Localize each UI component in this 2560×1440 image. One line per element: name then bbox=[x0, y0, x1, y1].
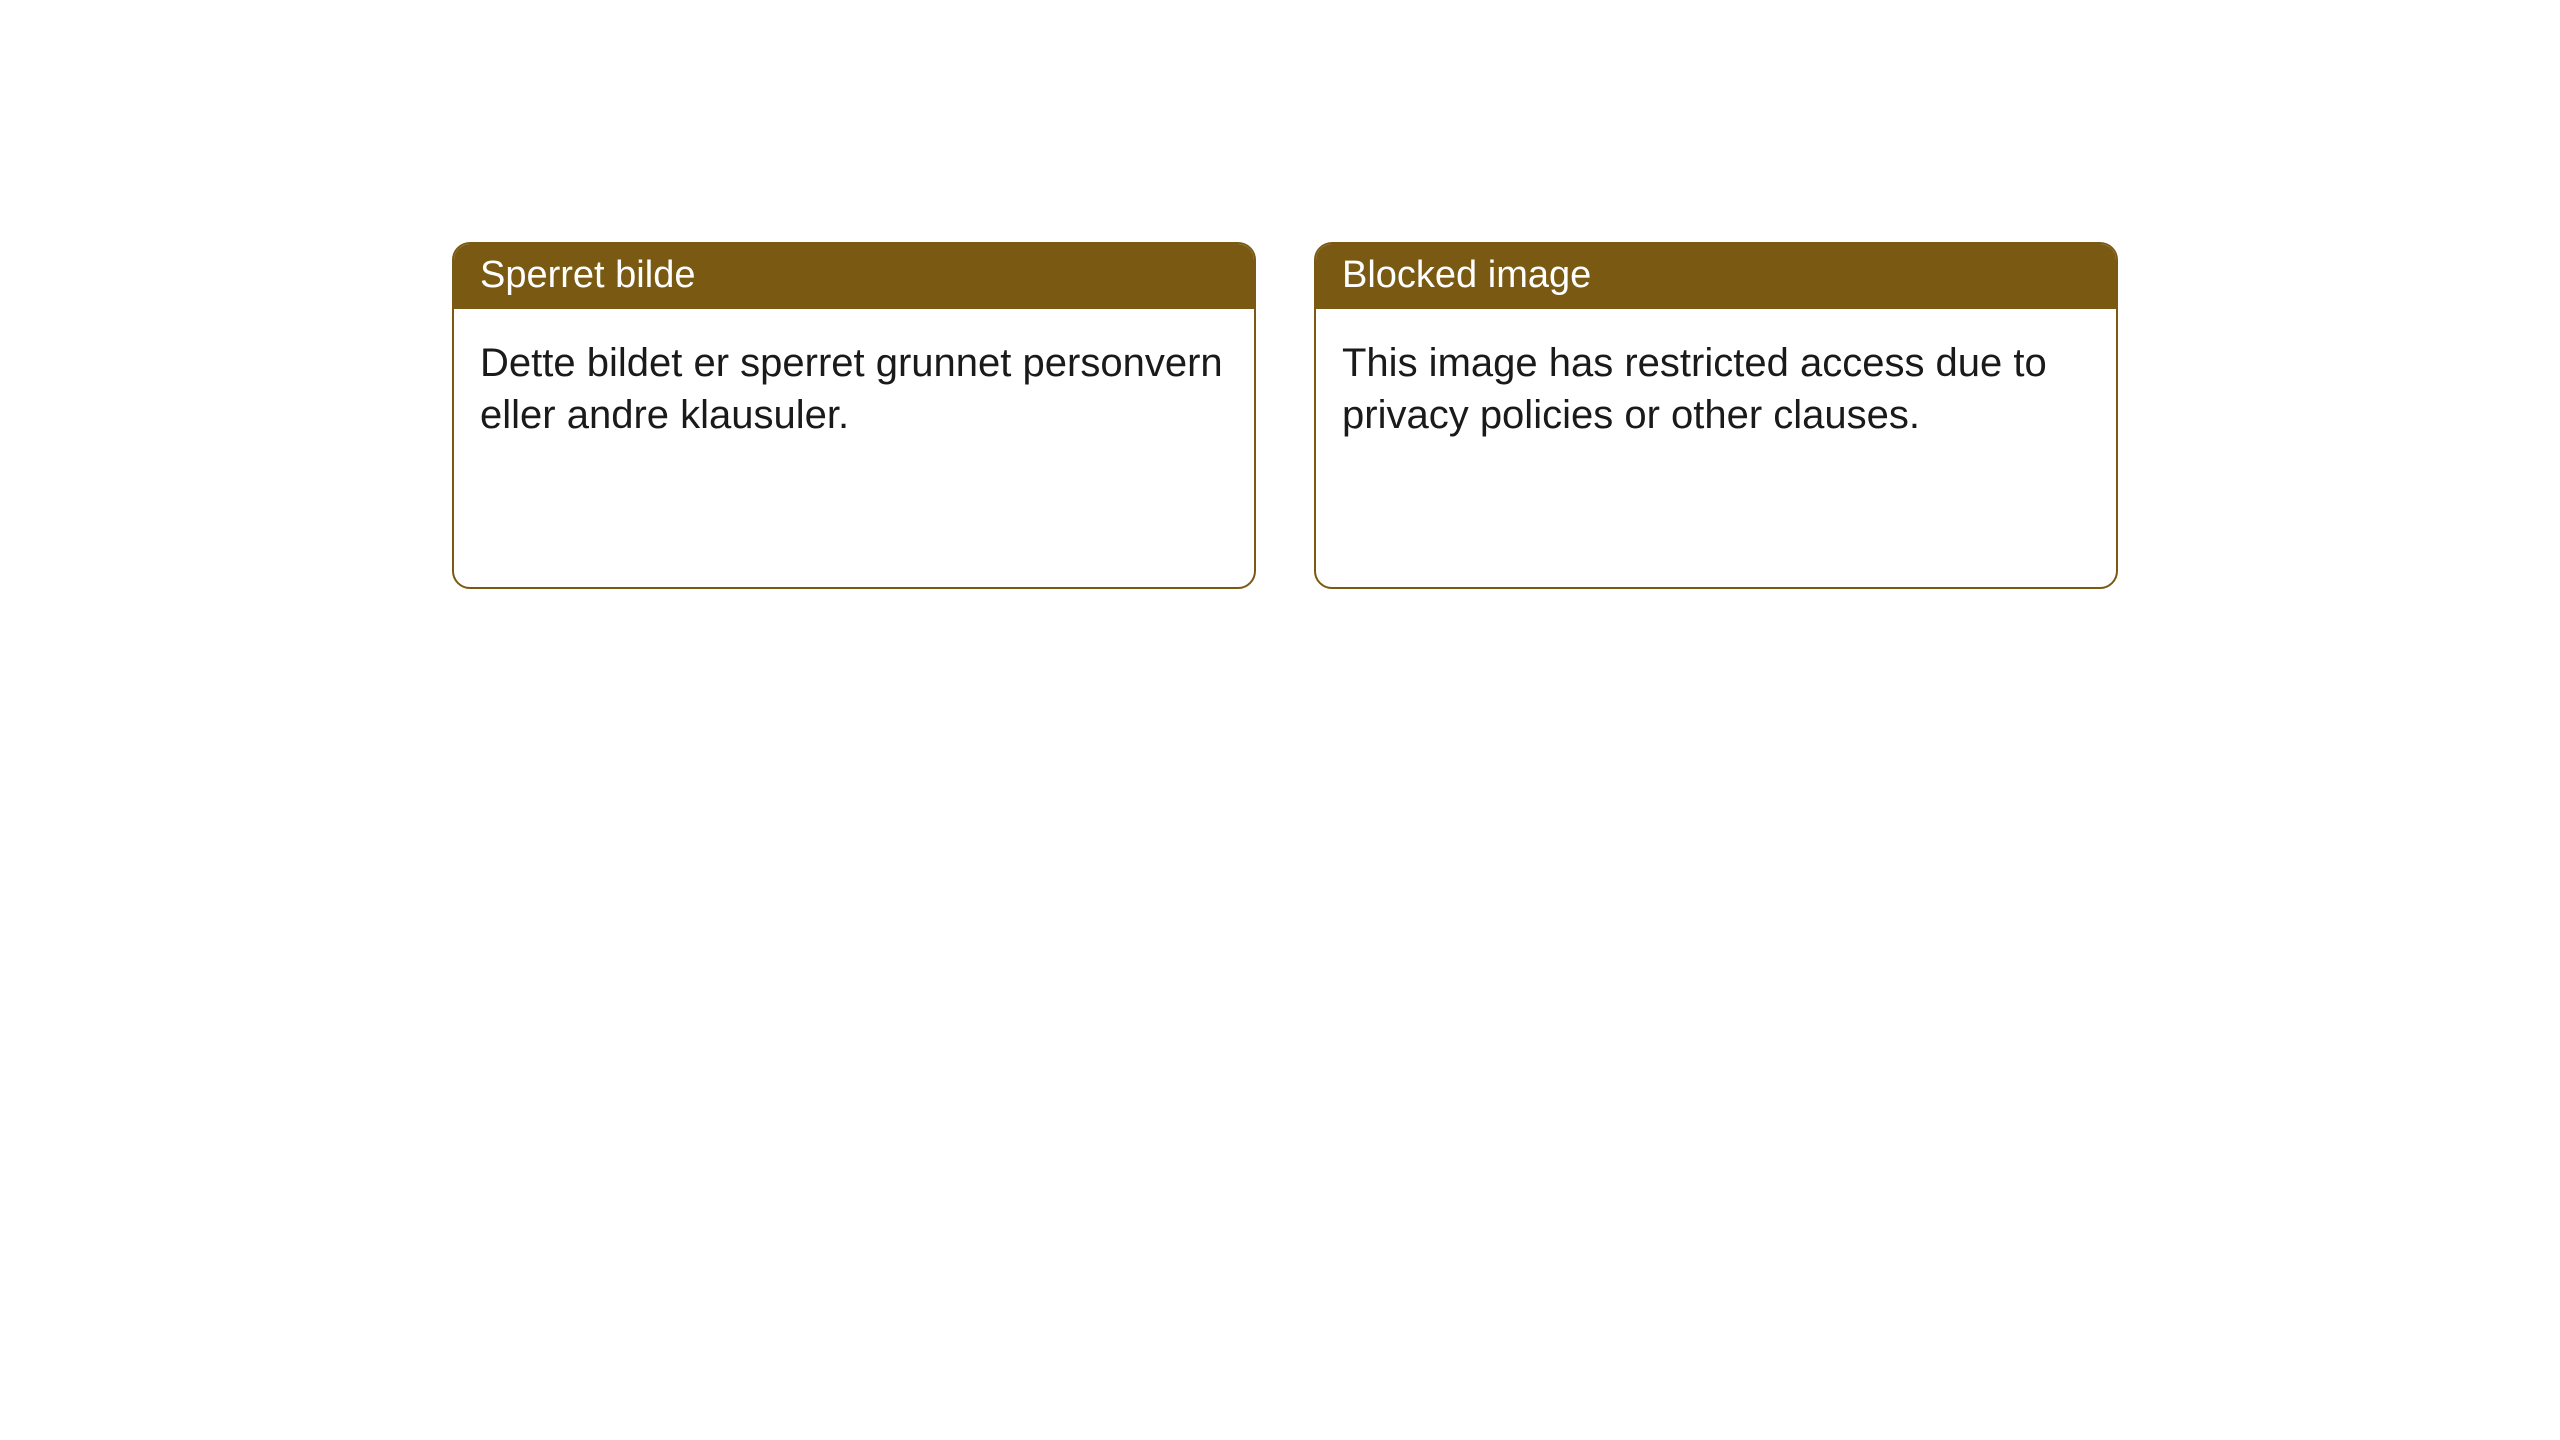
card-message: This image has restricted access due to … bbox=[1342, 337, 2090, 441]
card-message: Dette bildet er sperret grunnet personve… bbox=[480, 337, 1228, 441]
card-body: Dette bildet er sperret grunnet personve… bbox=[454, 309, 1254, 587]
card-header: Sperret bilde bbox=[454, 244, 1254, 309]
notice-card-english: Blocked image This image has restricted … bbox=[1314, 242, 2118, 589]
card-title: Blocked image bbox=[1342, 254, 1591, 296]
card-body: This image has restricted access due to … bbox=[1316, 309, 2116, 587]
notice-card-norwegian: Sperret bilde Dette bildet er sperret gr… bbox=[452, 242, 1256, 589]
notice-cards-container: Sperret bilde Dette bildet er sperret gr… bbox=[452, 242, 2118, 589]
card-title: Sperret bilde bbox=[480, 254, 695, 296]
card-header: Blocked image bbox=[1316, 244, 2116, 309]
